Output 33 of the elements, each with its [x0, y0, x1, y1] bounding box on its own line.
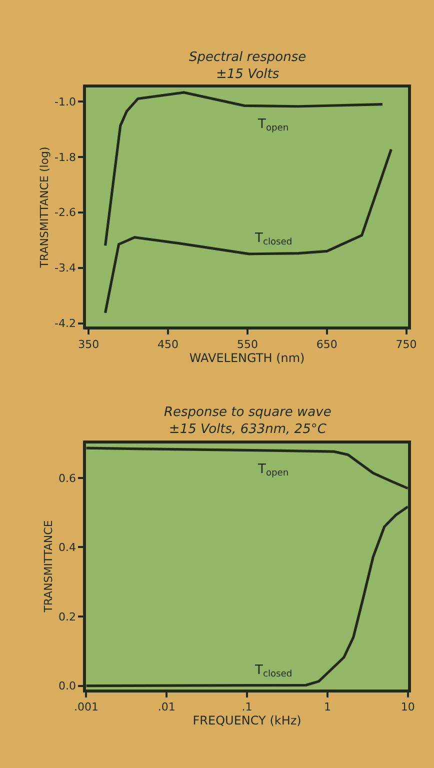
x-axis-title: WAVELENGTH (nm): [189, 350, 305, 365]
y-tick-label: -3.4: [54, 262, 76, 275]
y-tick-label: -2.6: [54, 206, 76, 220]
x-tick-label: .01: [158, 700, 176, 714]
series-label: T$_{open}$: [257, 462, 289, 479]
x-tick-label: 550: [236, 338, 258, 351]
y-tick-label: 0.0: [58, 680, 76, 693]
y-tick-label: -1.0: [54, 95, 76, 108]
x-tick-label: 650: [316, 338, 338, 351]
series-label: T$_{open}$: [257, 117, 289, 134]
series-label: T$_{closed}$: [254, 231, 292, 248]
x-tick-label: 450: [158, 338, 179, 351]
x-tick-label: 10: [400, 700, 415, 714]
chart-title: Response to square wave: [164, 405, 332, 420]
y-tick-label: -1.8: [54, 150, 76, 164]
x-tick-label: 1: [324, 700, 331, 714]
x-tick-label: 750: [396, 338, 417, 351]
x-tick-label: .1: [242, 700, 252, 714]
y-axis-title: TRANSMITTANCE (log): [38, 146, 52, 269]
chart-subtitle: ±15 Volts: [216, 66, 280, 82]
y-tick-label: 0.4: [58, 541, 76, 554]
x-tick-label: 350: [78, 338, 100, 351]
line-series: [104, 91, 384, 247]
y-tick-label: -4.2: [54, 317, 76, 330]
chart-subtitle: ±15 Volts, 633nm, 25°C: [168, 422, 328, 437]
y-tick-label: 0.2: [58, 610, 76, 624]
x-tick-label: .001: [74, 700, 98, 714]
line-series: [104, 148, 392, 314]
y-tick-label: 0.6: [58, 472, 76, 485]
chart-title: Spectral response: [189, 50, 306, 65]
y-axis-title: TRANSMITTANCE: [42, 520, 56, 614]
x-axis-title: FREQUENCY (kHz): [192, 713, 302, 728]
series-label: T$_{closed}$: [254, 663, 292, 680]
